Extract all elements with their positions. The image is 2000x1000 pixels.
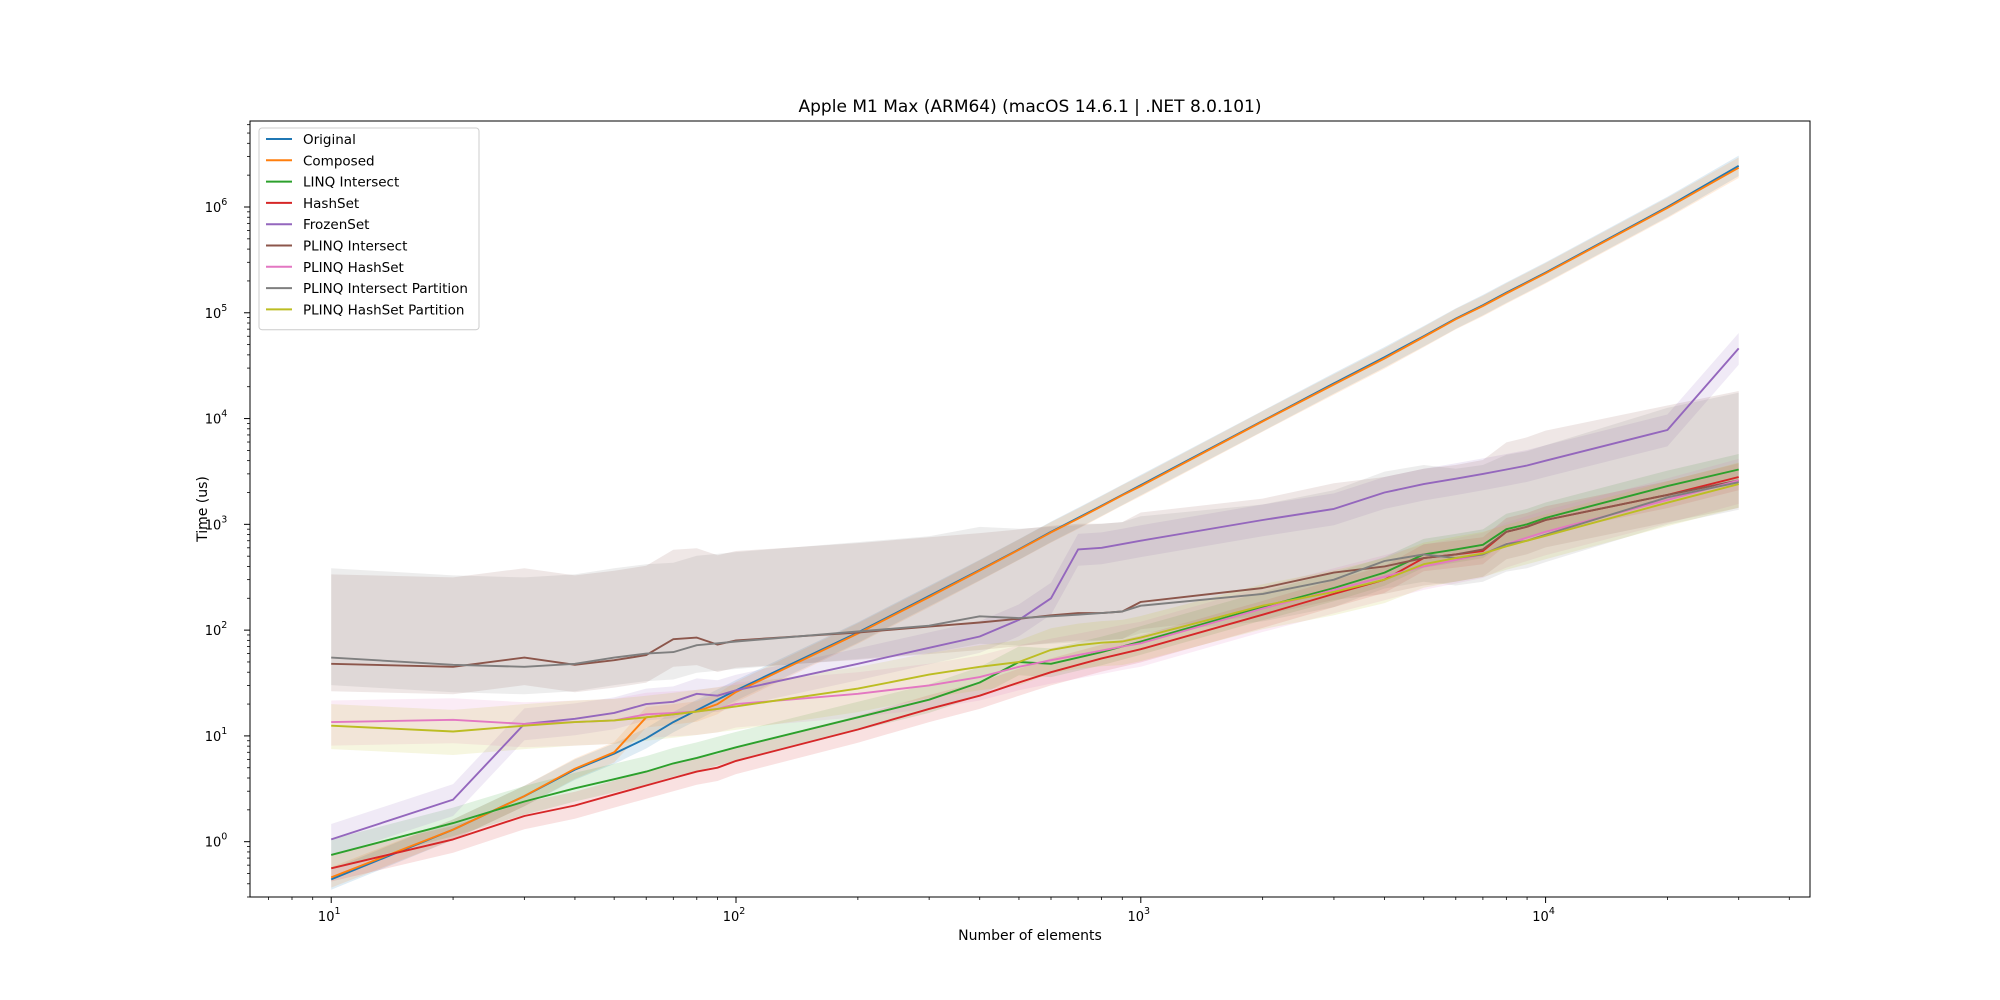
legend-label: Composed — [303, 153, 375, 169]
y-tick-label: 104 — [205, 409, 228, 428]
series-lines — [330, 164, 1740, 881]
x-tick-label: 101 — [318, 906, 341, 925]
band-linq-intersect — [331, 454, 1739, 869]
series-line-plinq-hashset-partition — [331, 483, 1739, 733]
legend-label: PLINQ Intersect Partition — [303, 281, 468, 297]
series-line-frozenset — [330, 347, 1740, 841]
series-line-hashset — [330, 476, 1739, 870]
y-tick-label: 106 — [205, 197, 228, 216]
legend-label: LINQ Intersect — [303, 175, 399, 191]
legend-label: Original — [303, 132, 356, 148]
y-tick-label: 100 — [205, 832, 228, 851]
band-plinq-intersect-partition — [331, 392, 1739, 695]
legend-label: FrozenSet — [303, 217, 369, 233]
y-tick-label: 102 — [205, 620, 228, 639]
y-axis-label: Time (us) — [195, 476, 211, 543]
legend-label: PLINQ HashSet Partition — [303, 302, 464, 318]
legend-label: PLINQ Intersect — [303, 239, 407, 255]
legend-label: HashSet — [303, 196, 359, 212]
band-composed — [331, 157, 1739, 888]
legend-box — [258, 127, 480, 331]
x-axis-label: Number of elements — [958, 928, 1102, 944]
series-line-composed — [330, 166, 1740, 879]
x-axis: 101 102 103 104 — [268, 897, 1790, 925]
band-plinq-intersect — [331, 391, 1739, 695]
confidence-bands — [331, 155, 1739, 890]
x-tick-label: 102 — [723, 906, 746, 925]
x-tick-label: 104 — [1532, 906, 1555, 925]
legend: Original Composed LINQ Intersect HashSet Fro… — [258, 127, 480, 331]
y-tick-label: 101 — [205, 726, 228, 745]
band-frozenset — [331, 333, 1739, 856]
y-axis: 100 101 102 103 104 105 106 — [205, 124, 250, 898]
band-plinq-hashset — [331, 458, 1739, 748]
plot-frame — [249, 120, 1811, 898]
y-tick-label: 105 — [205, 303, 228, 322]
band-hashset — [331, 463, 1739, 882]
legend-label: PLINQ HashSet — [303, 260, 404, 276]
series-line-linq-intersect — [330, 468, 1739, 856]
y-tick-label: 103 — [205, 514, 228, 533]
band-original — [331, 155, 1739, 890]
band-plinq-hashset-partition — [331, 462, 1739, 755]
series-line-plinq-intersect — [331, 479, 1739, 668]
x-tick-label: 103 — [1128, 906, 1151, 925]
chart-title: Apple M1 Max (ARM64) (macOS 14.6.1 | .NE… — [799, 97, 1262, 117]
